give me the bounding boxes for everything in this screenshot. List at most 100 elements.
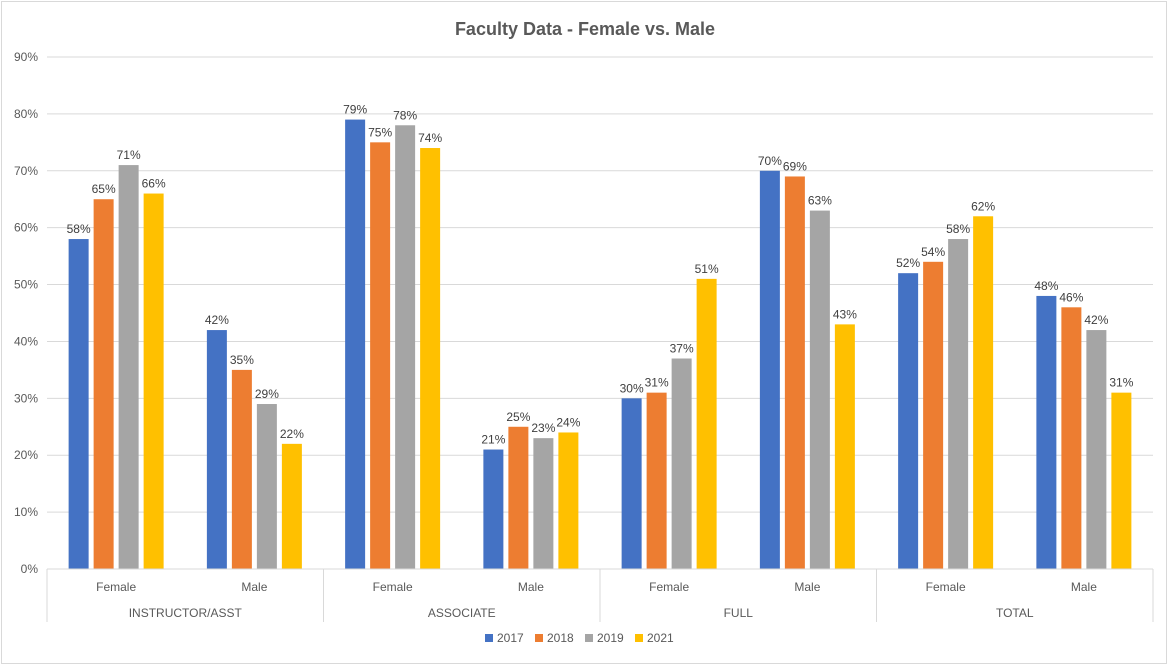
bar (834, 324, 855, 569)
bar (420, 148, 441, 569)
data-label: 29% (255, 387, 279, 401)
bar (696, 278, 717, 569)
chart-title: Faculty Data - Female vs. Male (455, 19, 715, 39)
bar (948, 239, 969, 570)
data-label: 62% (971, 199, 995, 213)
gridlines (47, 56, 1153, 513)
bar (923, 261, 944, 569)
data-label: 51% (695, 262, 719, 276)
bar (256, 404, 277, 569)
bar (1111, 392, 1132, 569)
legend-swatch (635, 634, 643, 642)
bar (809, 210, 830, 569)
y-tick-label: 10% (14, 505, 38, 519)
bar (671, 358, 692, 569)
data-label: 70% (758, 154, 782, 168)
data-label: 22% (280, 427, 304, 441)
bar (281, 443, 302, 569)
data-label: 63% (808, 194, 832, 208)
data-label: 58% (946, 222, 970, 236)
legend-swatch (535, 634, 543, 642)
data-label: 66% (142, 177, 166, 191)
data-label: 25% (506, 410, 530, 424)
data-label: 42% (205, 313, 229, 327)
data-label: 31% (1109, 376, 1133, 390)
legend-label: 2017 (497, 631, 524, 645)
bar (646, 392, 667, 569)
y-tick-label: 0% (21, 562, 39, 576)
bar (206, 330, 227, 569)
bar (784, 176, 805, 569)
data-label: 21% (481, 433, 505, 447)
bar (621, 398, 642, 569)
bar (93, 199, 114, 569)
group-label: ASSOCIATE (428, 606, 496, 620)
data-label: 43% (833, 307, 857, 321)
bar (759, 170, 780, 569)
data-label: 58% (67, 222, 91, 236)
bar (68, 239, 89, 570)
legend-swatch (485, 634, 493, 642)
data-label: 31% (645, 376, 669, 390)
bar (345, 119, 366, 570)
data-label: 79% (343, 103, 367, 117)
data-label: 46% (1059, 290, 1083, 304)
x-tick-label: Female (373, 580, 413, 594)
bar (143, 193, 164, 570)
x-tick-label: Male (1071, 580, 1097, 594)
data-label: 71% (117, 148, 141, 162)
group-label: FULL (724, 606, 754, 620)
bar (483, 449, 504, 569)
x-tick-label: Female (96, 580, 136, 594)
group-label: INSTRUCTOR/ASST (129, 606, 243, 620)
bar (508, 426, 529, 569)
data-label: 69% (783, 159, 807, 173)
data-label: 37% (670, 342, 694, 356)
y-tick-label: 70% (14, 164, 38, 178)
data-label: 65% (92, 182, 116, 196)
legend-label: 2018 (547, 631, 574, 645)
group-label: TOTAL (996, 606, 1034, 620)
bar (1036, 295, 1057, 569)
data-label: 74% (418, 131, 442, 145)
x-tick-label: Male (518, 580, 544, 594)
data-label: 52% (896, 256, 920, 270)
y-tick-label: 60% (14, 221, 38, 235)
y-tick-label: 50% (14, 278, 38, 292)
bar (1086, 330, 1107, 569)
legend-label: 2021 (647, 631, 674, 645)
y-axis-ticks: 0% 10% 20% 30% 40% 50% 60% 70% 80% 90% (14, 50, 38, 576)
bar (231, 369, 252, 569)
bar (973, 216, 994, 570)
y-tick-label: 30% (14, 391, 38, 405)
y-tick-label: 20% (14, 448, 38, 462)
data-label: 35% (230, 353, 254, 367)
bar (118, 165, 139, 570)
data-label: 78% (393, 108, 417, 122)
data-label: 24% (556, 415, 580, 429)
data-label: 48% (1034, 279, 1058, 293)
data-label: 30% (620, 381, 644, 395)
data-label: 75% (368, 125, 392, 139)
y-tick-label: 40% (14, 334, 38, 348)
data-label: 54% (921, 245, 945, 259)
legend: 2017 2018 2019 2021 (485, 631, 674, 645)
legend-swatch (585, 634, 593, 642)
bars (68, 119, 1132, 570)
bar (370, 142, 391, 570)
bar (533, 438, 554, 569)
x-tick-label: Female (926, 580, 966, 594)
x-axis: Female Male Female Male Female Male Female Male… (46, 568, 1154, 622)
data-label: 42% (1084, 313, 1108, 327)
data-labels: 58%65%71%66%42%35%29%22%79%75%78%74%21%2… (67, 103, 1134, 447)
x-tick-label: Male (241, 580, 267, 594)
bar (1061, 307, 1082, 569)
bar (395, 125, 416, 570)
bar (558, 432, 579, 569)
y-tick-label: 80% (14, 107, 38, 121)
bar (898, 273, 919, 569)
legend-label: 2019 (597, 631, 624, 645)
x-tick-label: Male (794, 580, 820, 594)
